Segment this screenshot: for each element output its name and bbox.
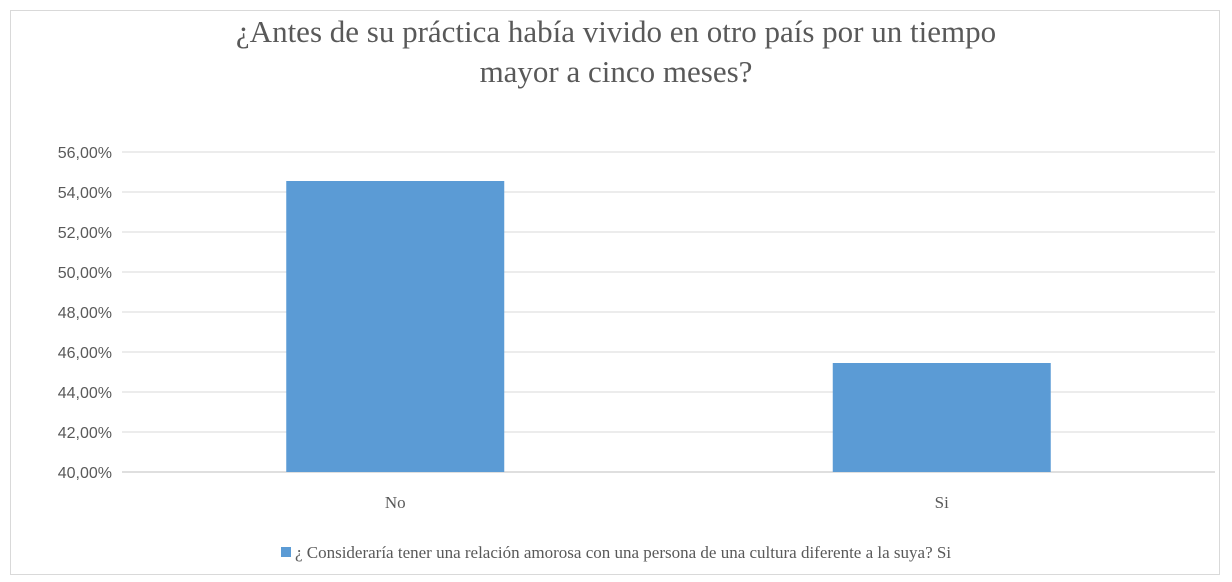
- legend: ¿ Consideraría tener una relación amoros…: [0, 543, 1232, 563]
- bar-si: [832, 363, 1051, 472]
- bar-no: [286, 181, 505, 472]
- bars: [286, 181, 1051, 472]
- y-tick-label: 40,00%: [58, 465, 112, 482]
- y-tick-label: 52,00%: [58, 225, 112, 242]
- y-tick-label: 48,00%: [58, 305, 112, 322]
- chart-frame: [10, 10, 1220, 575]
- x-category-label: Si: [935, 493, 949, 512]
- x-axis-category-labels: No Si: [385, 493, 949, 512]
- chart-title: ¿Antes de su práctica había vivido en ot…: [0, 12, 1232, 92]
- chart-title-line-1: ¿Antes de su práctica había vivido en ot…: [235, 14, 997, 49]
- legend-swatch: [280, 547, 291, 557]
- y-tick-label: 42,00%: [58, 425, 112, 442]
- y-tick-label: 44,00%: [58, 385, 112, 402]
- y-axis-tick-labels: 40,00% 42,00% 44,00% 46,00% 48,00% 50,00% 52,0…: [58, 145, 112, 482]
- y-tick-label: 54,00%: [58, 185, 112, 202]
- y-tick-label: 56,00%: [58, 145, 112, 162]
- chart-title-line-2: mayor a cinco meses?: [479, 54, 753, 89]
- x-category-label: No: [385, 493, 406, 512]
- y-tick-label: 50,00%: [58, 265, 112, 282]
- legend-label: ¿ Consideraría tener una relación amoros…: [294, 543, 952, 562]
- gridlines: [122, 151, 1215, 473]
- y-tick-label: 46,00%: [58, 345, 112, 362]
